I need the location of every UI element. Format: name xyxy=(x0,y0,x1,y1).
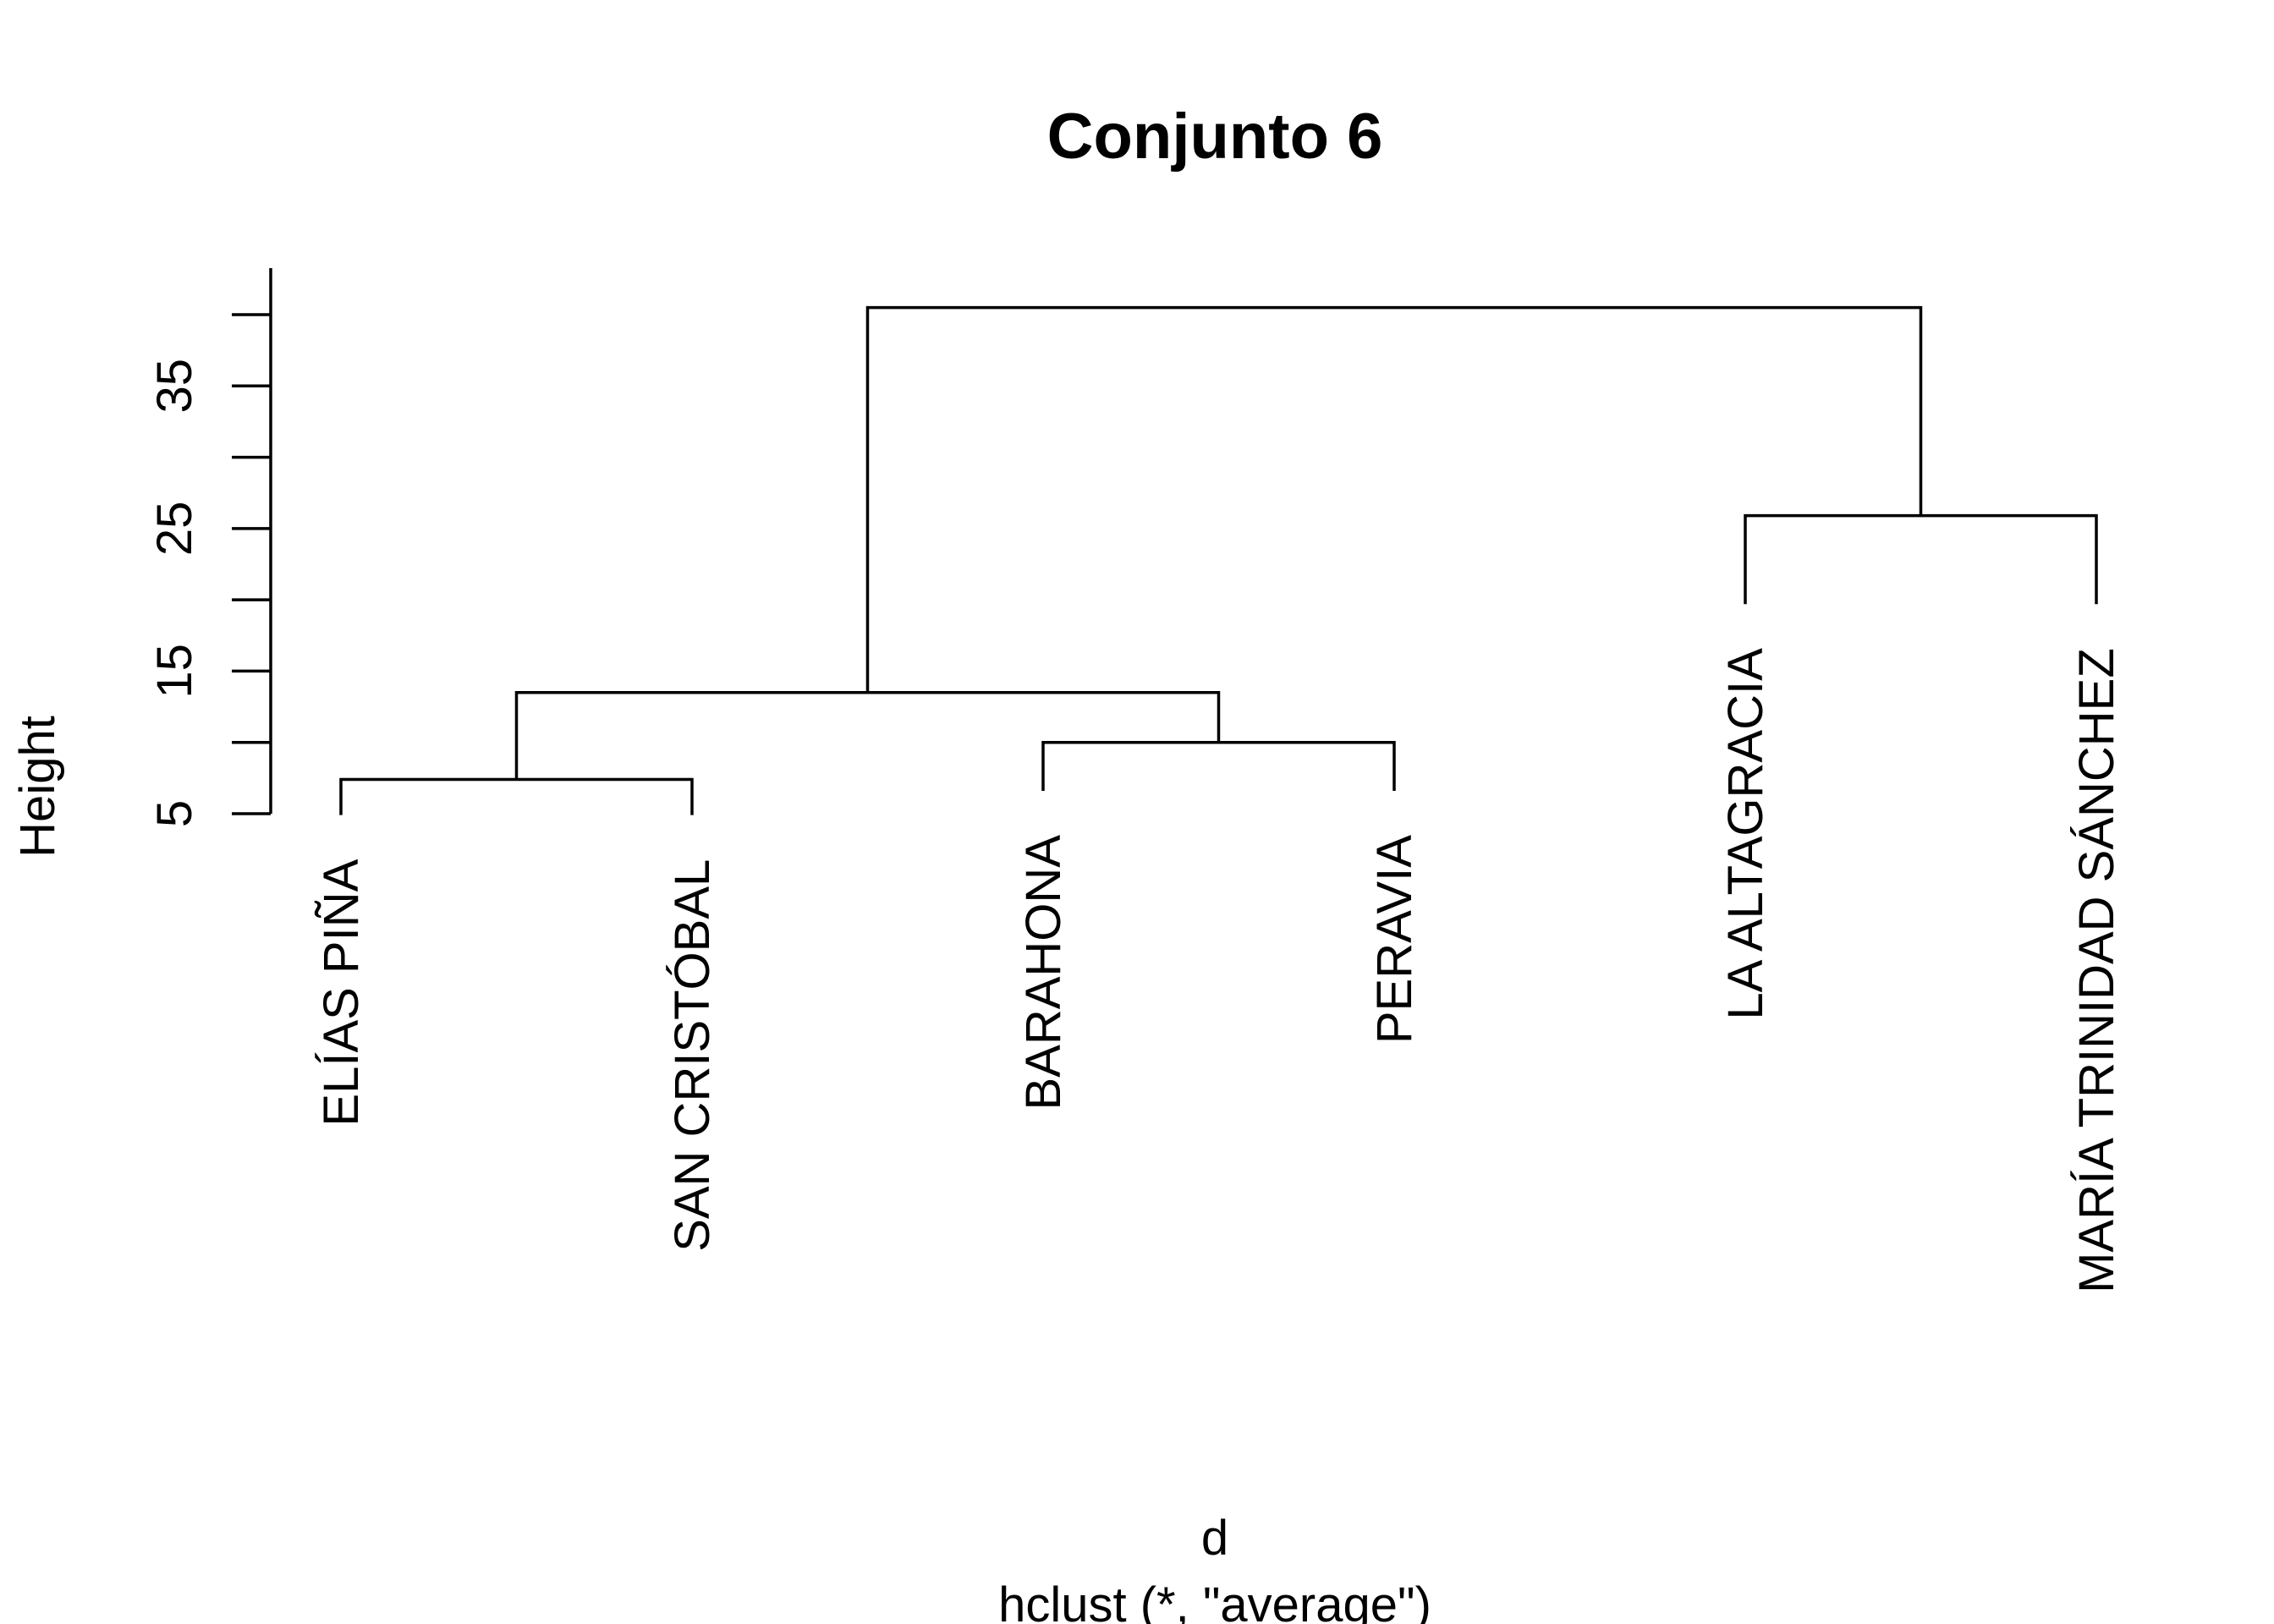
dendrogram-branches xyxy=(339,305,2098,815)
y-tick-label-25: 25 xyxy=(147,502,202,557)
merge-4 xyxy=(865,305,1923,693)
chart-title: Conjunto 6 xyxy=(1047,101,1383,173)
merge-3 xyxy=(1744,513,2098,605)
leaf-label-3: PERAVIA xyxy=(1367,835,1422,1044)
leaf-label-0: ELÍAS PIÑA xyxy=(314,859,369,1126)
y-tick-label-15: 15 xyxy=(147,644,202,699)
y-axis-label: Height xyxy=(10,716,65,858)
leaf-label-4: LA ALTAGRACIA xyxy=(1718,648,1773,1020)
leaf-label-5: MARÍA TRINIDAD SÁNCHEZ xyxy=(2069,648,2124,1293)
method-sublabel: hclust (*, "average") xyxy=(998,1577,1431,1624)
y-tick-label-5: 5 xyxy=(147,800,202,827)
y-tick-label-35: 35 xyxy=(147,359,202,414)
merge-1 xyxy=(1041,740,1396,792)
y-axis: 5 15 25 35 xyxy=(147,268,272,827)
leaf-label-1: SAN CRISTÓBAL xyxy=(665,859,720,1252)
leaf-label-2: BARAHONA xyxy=(1016,835,1071,1111)
merge-2 xyxy=(514,690,1221,780)
merge-0 xyxy=(339,777,694,815)
leaf-labels: ELÍAS PIÑA SAN CRISTÓBAL BARAHONA PERAVIA LA… xyxy=(314,648,2124,1293)
x-axis-label: d xyxy=(1201,1511,1228,1566)
